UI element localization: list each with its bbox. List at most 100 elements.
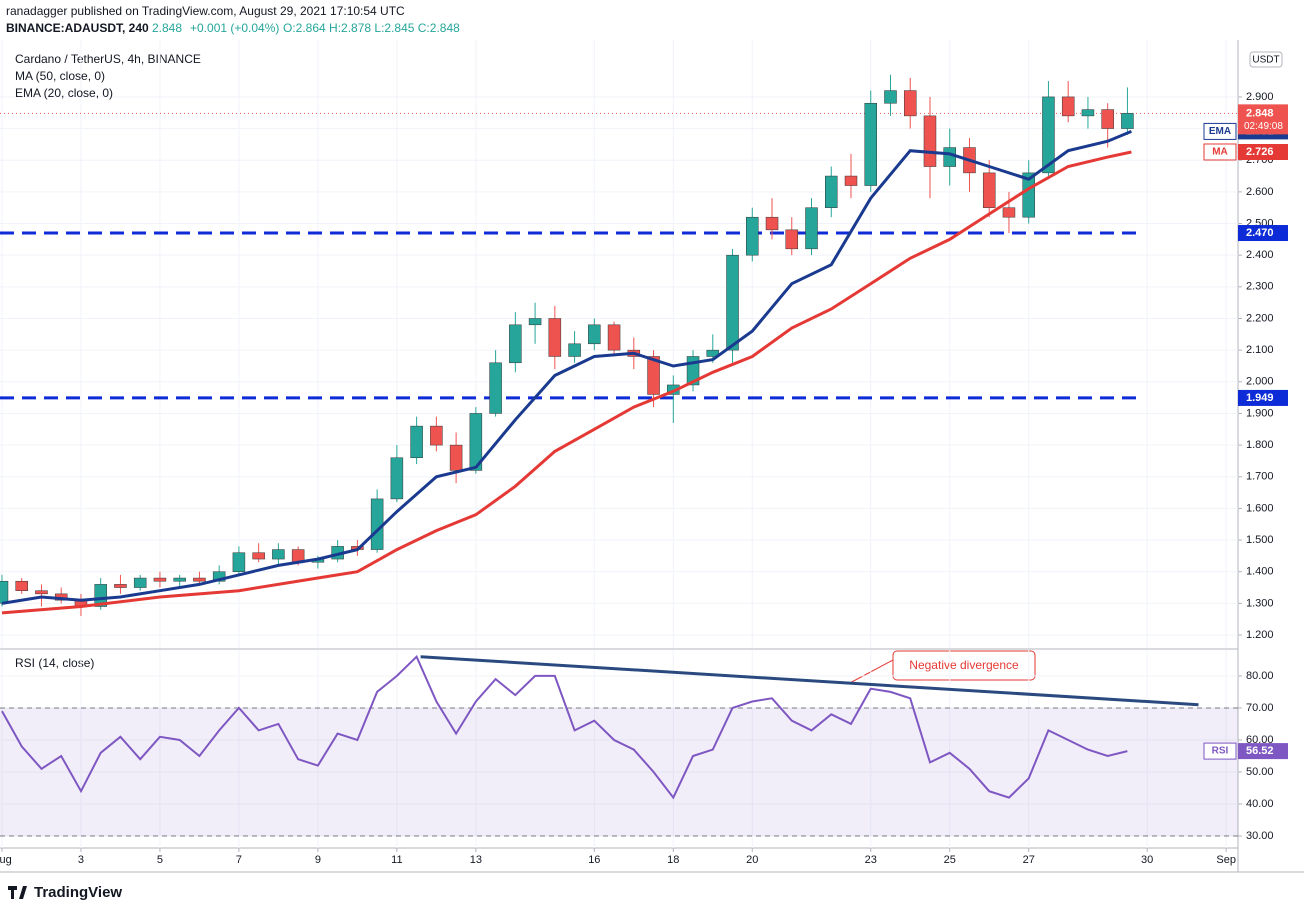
callout-box — [892, 650, 1036, 681]
level-badge — [1238, 225, 1288, 242]
y-tick-label: 70.00 — [1246, 702, 1274, 714]
legend-entry: MA (50, close, 0) — [15, 69, 105, 83]
candle-body — [1061, 96, 1075, 117]
y-tick-label: 1.400 — [1246, 566, 1274, 578]
y-tick-label: 50.00 — [1246, 766, 1274, 778]
candle-body — [647, 356, 660, 395]
rsi-badge-label-box — [1203, 742, 1237, 760]
candle-body — [0, 580, 9, 604]
candle-body — [884, 90, 897, 104]
candle-body — [746, 216, 759, 256]
candle-body — [903, 90, 917, 117]
candle-body — [844, 175, 858, 186]
countdown: 02:49:08 — [1244, 121, 1283, 132]
candle-body — [410, 425, 423, 459]
candle-body — [272, 549, 285, 560]
candle-body — [94, 584, 107, 607]
candle-body — [943, 147, 956, 167]
candle-body — [588, 324, 601, 345]
indicator-badge-value: 2.726 — [1246, 146, 1274, 158]
y-tick-label: 80.00 — [1246, 670, 1274, 682]
price-title: Cardano / TetherUS, 4h, BINANCE — [15, 52, 201, 66]
candle-body — [252, 552, 265, 560]
brand-logo — [8, 886, 27, 899]
rsi-line — [1, 654, 1128, 800]
y-tick-label: 30.00 — [1246, 830, 1274, 842]
y-tick-label: 2.300 — [1246, 281, 1274, 293]
y-tick-label: 2.600 — [1246, 186, 1274, 198]
level-badge — [1238, 389, 1288, 406]
indicator-badge-label: MA — [1212, 147, 1228, 158]
indicator-badge-label-box — [1203, 143, 1237, 161]
candle-body — [489, 362, 502, 414]
candle-body — [173, 577, 186, 582]
candle-body — [133, 577, 147, 588]
candle-body — [1121, 113, 1134, 129]
candle-body — [1081, 109, 1095, 117]
x-tick-label: 9 — [315, 854, 321, 866]
candle-body — [35, 590, 48, 595]
rsi-badge-value: 56.52 — [1246, 745, 1274, 757]
candle-body — [805, 207, 818, 250]
candle-body — [982, 172, 996, 208]
rsi-badge-label: RSI — [1212, 746, 1229, 757]
x-tick-label: 18 — [667, 854, 679, 866]
x-tick-label: 27 — [1023, 854, 1035, 866]
candle-body — [1042, 96, 1055, 174]
y-tick-label: 1.900 — [1246, 407, 1274, 419]
y-tick-label: 1.700 — [1246, 471, 1274, 483]
x-tick-label: 20 — [746, 854, 758, 866]
x-tick-label: 7 — [236, 854, 242, 866]
change: +0.001 (+0.04%) — [190, 21, 279, 35]
level-label: 1.949 — [1246, 392, 1274, 404]
rsi-band — [0, 707, 1238, 836]
candle-body — [785, 229, 799, 250]
candle-body — [607, 324, 621, 351]
candle-body — [153, 577, 167, 582]
y-tick-label: 2.000 — [1246, 376, 1274, 388]
candle-body — [528, 318, 542, 326]
level-label: 2.470 — [1246, 227, 1274, 239]
y-tick-label: 1.500 — [1246, 534, 1274, 546]
last-price-value: 2.848 — [1246, 107, 1274, 119]
y-tick-label: 1.800 — [1246, 439, 1274, 451]
x-tick-label: 30 — [1141, 854, 1153, 866]
y-tick-label: 1.300 — [1246, 597, 1274, 609]
trendline — [420, 655, 1199, 707]
publisher: ranadagger published on TradingView.com,… — [6, 4, 405, 18]
x-tick-label: 5 — [157, 854, 163, 866]
candle-body — [548, 318, 562, 357]
x-tick-label: 11 — [391, 854, 402, 866]
candle-body — [114, 584, 127, 588]
brand: TradingView — [34, 884, 122, 901]
candle-body — [923, 115, 937, 167]
currency: USDT — [1252, 55, 1279, 66]
candle-body — [212, 571, 226, 582]
currency-box — [1249, 51, 1283, 68]
candle-body — [864, 102, 877, 186]
candle-body — [390, 457, 404, 500]
candle-body — [15, 580, 28, 591]
candle-body — [1002, 207, 1016, 218]
y-tick-label: 40.00 — [1246, 798, 1274, 810]
last-price-box — [1238, 104, 1288, 135]
x-tick-label: Aug — [0, 854, 12, 866]
indicator-line — [1, 150, 1132, 615]
candle-body — [726, 254, 739, 351]
x-tick-label: 25 — [944, 854, 956, 866]
last-price: 2.848 — [152, 21, 182, 35]
y-tick-label: 1.600 — [1246, 502, 1274, 514]
candle-body — [370, 498, 384, 550]
y-tick-label: 2.900 — [1246, 91, 1274, 103]
candle-body — [765, 216, 779, 231]
candle-body — [193, 577, 206, 582]
candle-body — [430, 425, 443, 446]
legend-entry: EMA (20, close, 0) — [15, 86, 113, 100]
candle-body — [825, 175, 838, 208]
x-tick-label: Sep — [1216, 854, 1236, 866]
x-tick-label: 3 — [78, 854, 84, 866]
